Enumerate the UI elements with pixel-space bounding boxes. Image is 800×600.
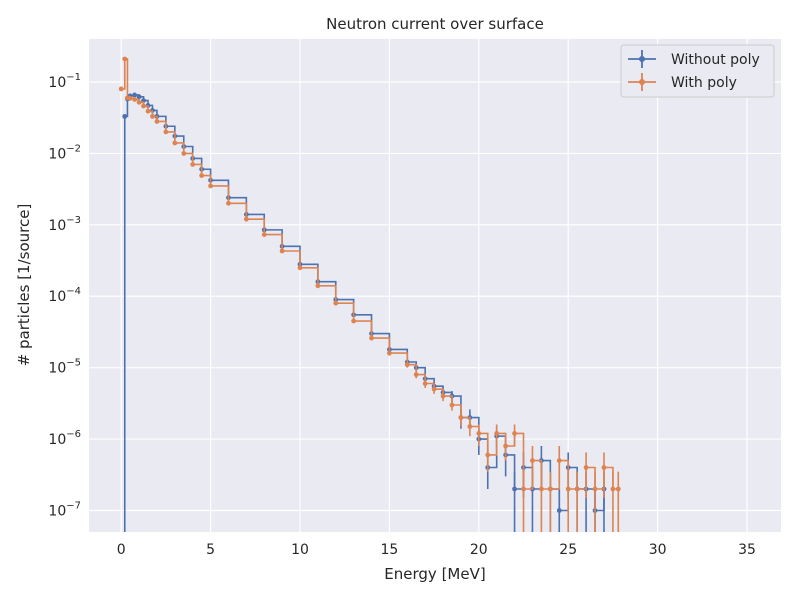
x-tick-label: 5 bbox=[206, 542, 215, 558]
data-point bbox=[387, 350, 392, 356]
data-point bbox=[127, 95, 133, 101]
data-point bbox=[150, 113, 155, 119]
data-point bbox=[163, 129, 169, 135]
data-point bbox=[132, 92, 137, 98]
data-point bbox=[118, 86, 124, 92]
data-point bbox=[494, 431, 500, 436]
data-point bbox=[431, 386, 437, 392]
data-point bbox=[530, 458, 535, 463]
legend-frame bbox=[620, 44, 775, 98]
series-1 bbox=[118, 56, 621, 532]
x-tick-label: 10 bbox=[291, 542, 309, 558]
data-point bbox=[556, 458, 562, 463]
data-point bbox=[297, 265, 303, 271]
y-tick-label: 10−6 bbox=[48, 429, 81, 448]
data-point bbox=[565, 486, 571, 492]
data-point bbox=[440, 393, 446, 399]
data-point bbox=[503, 443, 509, 449]
legend-label: With poly bbox=[671, 75, 737, 91]
data-point bbox=[512, 431, 517, 436]
data-point bbox=[574, 486, 580, 492]
data-point bbox=[199, 173, 205, 178]
legend-marker bbox=[639, 56, 645, 62]
x-tick-label: 25 bbox=[559, 542, 577, 558]
y-axis-label: # particles [1/source] bbox=[15, 204, 33, 367]
y-tick-label: 10−4 bbox=[48, 286, 81, 305]
data-point bbox=[132, 97, 137, 102]
x-tick-labels: 0 5 10 15 20 25 30 35 bbox=[117, 542, 756, 558]
data-point bbox=[615, 486, 621, 492]
data-point bbox=[413, 372, 419, 377]
data-point bbox=[476, 431, 482, 436]
data-point bbox=[556, 508, 562, 513]
x-tick-label: 20 bbox=[470, 542, 488, 558]
x-tick-label: 30 bbox=[649, 542, 667, 558]
data-point bbox=[122, 113, 128, 119]
data-point bbox=[208, 183, 213, 189]
data-point bbox=[261, 232, 267, 237]
chart-title: Neutron current over surface bbox=[326, 15, 544, 33]
data-point bbox=[141, 103, 146, 109]
data-point bbox=[136, 94, 142, 100]
y-tick-label: 10−7 bbox=[48, 501, 81, 520]
y-tick-label: 10−1 bbox=[48, 72, 81, 91]
data-point bbox=[369, 335, 374, 341]
grid bbox=[89, 39, 781, 532]
data-point bbox=[181, 151, 187, 156]
data-point bbox=[601, 465, 607, 470]
data-point bbox=[467, 424, 473, 429]
x-axis-label: Energy [MeV] bbox=[384, 565, 485, 583]
data-point bbox=[404, 362, 410, 368]
data-point bbox=[521, 486, 526, 492]
data-point bbox=[512, 486, 517, 492]
data-point bbox=[136, 99, 142, 105]
data-point bbox=[190, 162, 196, 167]
data-point bbox=[122, 56, 128, 62]
data-point bbox=[154, 119, 160, 124]
x-tick-label: 35 bbox=[738, 542, 756, 558]
data-point bbox=[449, 402, 455, 408]
y-tick-label: 10−5 bbox=[48, 358, 81, 377]
data-point bbox=[583, 465, 589, 470]
plot-area bbox=[89, 39, 781, 532]
legend-marker bbox=[639, 79, 645, 85]
data-point bbox=[315, 283, 321, 289]
data-point bbox=[172, 140, 178, 146]
data-point bbox=[243, 216, 249, 222]
data-point bbox=[592, 486, 598, 492]
data-point bbox=[458, 415, 464, 420]
legend-label: Without poly bbox=[671, 52, 760, 68]
series-layer bbox=[118, 56, 621, 532]
data-point bbox=[226, 200, 231, 206]
y-tick-label: 10−3 bbox=[48, 215, 81, 234]
x-tick-label: 15 bbox=[380, 542, 398, 558]
data-point bbox=[610, 486, 616, 492]
data-point bbox=[422, 381, 428, 386]
data-point bbox=[333, 300, 339, 306]
data-point bbox=[145, 108, 151, 114]
data-point bbox=[547, 486, 553, 492]
legend-entries: Without poly With poly bbox=[628, 50, 760, 91]
data-point bbox=[485, 452, 491, 458]
y-tick-label: 10−2 bbox=[48, 143, 81, 162]
data-point bbox=[351, 318, 357, 324]
x-tick-label: 0 bbox=[117, 542, 126, 558]
y-tick-labels: 10−7 10−6 10−5 10−4 10−3 10−2 10−1 bbox=[48, 72, 81, 520]
data-point bbox=[279, 248, 285, 254]
data-point bbox=[538, 486, 544, 492]
legend: Without poly With poly bbox=[620, 44, 775, 98]
